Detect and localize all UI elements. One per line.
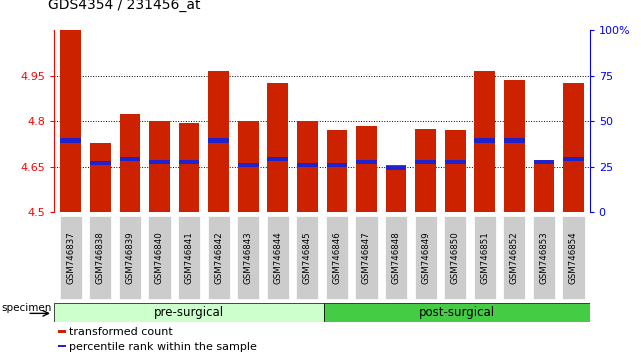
Bar (326, 130, 347, 212)
Bar (119, 114, 140, 212)
Bar (326, 162, 347, 167)
Text: post-surgical: post-surgical (419, 306, 495, 319)
Bar (533, 161, 554, 212)
Bar (208, 71, 229, 212)
FancyBboxPatch shape (415, 216, 437, 299)
Text: GSM746854: GSM746854 (569, 231, 578, 284)
Bar (60, 138, 81, 143)
FancyBboxPatch shape (474, 216, 496, 299)
Text: GSM746841: GSM746841 (185, 231, 194, 284)
FancyBboxPatch shape (237, 216, 259, 299)
Text: specimen: specimen (1, 303, 51, 313)
Text: GSM746847: GSM746847 (362, 231, 371, 284)
Bar (179, 123, 199, 212)
Text: percentile rank within the sample: percentile rank within the sample (69, 342, 257, 352)
Bar (267, 157, 288, 161)
FancyBboxPatch shape (444, 216, 466, 299)
Bar (533, 160, 554, 164)
Text: pre-surgical: pre-surgical (154, 306, 224, 319)
Text: GSM746838: GSM746838 (96, 231, 105, 284)
Bar (297, 121, 318, 212)
Bar (386, 166, 406, 170)
Bar (415, 160, 436, 164)
Bar (386, 165, 406, 212)
Text: GSM746849: GSM746849 (421, 231, 430, 284)
Bar (90, 143, 111, 212)
Text: GSM746839: GSM746839 (126, 231, 135, 284)
Text: GSM746853: GSM746853 (539, 231, 549, 284)
Text: GSM746845: GSM746845 (303, 231, 312, 284)
FancyBboxPatch shape (533, 216, 555, 299)
Bar (563, 83, 584, 212)
Bar (58, 330, 66, 333)
Bar (356, 126, 377, 212)
Bar (238, 162, 258, 167)
FancyBboxPatch shape (178, 216, 200, 299)
Bar (149, 160, 170, 164)
FancyBboxPatch shape (89, 216, 112, 299)
FancyBboxPatch shape (208, 216, 229, 299)
Text: GSM746846: GSM746846 (333, 231, 342, 284)
Bar (58, 345, 66, 348)
Bar (119, 157, 140, 161)
FancyBboxPatch shape (60, 216, 82, 299)
Text: GDS4354 / 231456_at: GDS4354 / 231456_at (48, 0, 201, 12)
FancyBboxPatch shape (355, 216, 378, 299)
Bar (297, 162, 318, 167)
Bar (356, 160, 377, 164)
Bar (54, 303, 324, 322)
Text: GSM746850: GSM746850 (451, 231, 460, 284)
Bar (474, 138, 495, 143)
FancyBboxPatch shape (326, 216, 348, 299)
Bar (415, 129, 436, 212)
Bar (90, 161, 111, 165)
FancyBboxPatch shape (119, 216, 141, 299)
Bar (60, 30, 81, 212)
Text: GSM746843: GSM746843 (244, 231, 253, 284)
Bar (445, 130, 465, 212)
Bar (445, 160, 465, 164)
Bar (504, 138, 525, 143)
Text: transformed count: transformed count (69, 327, 172, 337)
Text: GSM746837: GSM746837 (66, 231, 75, 284)
Bar (179, 160, 199, 164)
FancyBboxPatch shape (267, 216, 289, 299)
Bar (267, 83, 288, 212)
Bar (149, 121, 170, 212)
Text: GSM746848: GSM746848 (392, 231, 401, 284)
FancyBboxPatch shape (148, 216, 171, 299)
Bar (324, 303, 590, 322)
Bar (238, 121, 258, 212)
Bar (474, 71, 495, 212)
Text: GSM746840: GSM746840 (155, 231, 164, 284)
Text: GSM746852: GSM746852 (510, 231, 519, 284)
Bar (208, 138, 229, 143)
FancyBboxPatch shape (385, 216, 407, 299)
Text: GSM746851: GSM746851 (480, 231, 489, 284)
Bar (504, 80, 525, 212)
FancyBboxPatch shape (503, 216, 526, 299)
Text: GSM746844: GSM746844 (273, 231, 282, 284)
Bar (563, 157, 584, 161)
Text: GSM746842: GSM746842 (214, 231, 223, 284)
FancyBboxPatch shape (562, 216, 585, 299)
FancyBboxPatch shape (296, 216, 319, 299)
